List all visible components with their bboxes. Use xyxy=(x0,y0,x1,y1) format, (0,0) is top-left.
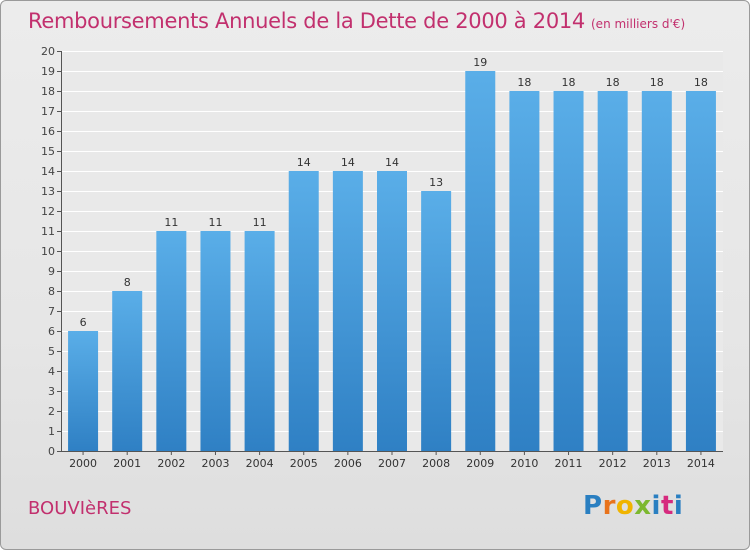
bar-value-label: 11 xyxy=(208,216,222,229)
x-tick-label: 2008 xyxy=(422,457,450,470)
chart-title: Remboursements Annuels de la Dette de 20… xyxy=(28,9,685,33)
bar-value-label: 19 xyxy=(473,56,487,69)
y-tick-label: 7 xyxy=(48,305,55,318)
logo-letter: r xyxy=(602,491,616,521)
labels: 6 8 11 11 11 14 14 14 13 19 18 18 18 18 18 xyxy=(80,56,708,329)
bar xyxy=(244,231,275,451)
bar xyxy=(421,191,452,451)
bar-value-label: 11 xyxy=(164,216,178,229)
bar xyxy=(200,231,231,451)
bar xyxy=(597,91,628,451)
y-tick-label: 5 xyxy=(48,345,55,358)
bar xyxy=(465,71,496,451)
bar-value-label: 6 xyxy=(80,316,87,329)
x-tick-label: 2007 xyxy=(378,457,406,470)
y-tick-label: 4 xyxy=(48,365,55,378)
x-tick-label: 2004 xyxy=(246,457,274,470)
proxiti-logo: Proxiti xyxy=(583,491,683,521)
bar xyxy=(685,91,716,451)
y-tick-label: 17 xyxy=(41,105,55,118)
bar xyxy=(112,291,143,451)
y-tick-label: 15 xyxy=(41,145,55,158)
logo-letter: x xyxy=(634,491,652,521)
y-tick-label: 8 xyxy=(48,285,55,298)
bar xyxy=(377,171,407,451)
y-tick-label: 20 xyxy=(41,45,55,58)
bar xyxy=(68,331,99,451)
bar-value-label: 18 xyxy=(650,76,664,89)
x-tick-label: 2006 xyxy=(334,457,362,470)
y-tick-label: 19 xyxy=(41,65,55,78)
x-tick-label: 2005 xyxy=(290,457,318,470)
y-tick-label: 18 xyxy=(41,85,55,98)
x-tick-label: 2000 xyxy=(69,457,97,470)
y-tick-label: 10 xyxy=(41,245,55,258)
title-text: Remboursements Annuels de la Dette de 20… xyxy=(28,9,585,33)
bar-value-label: 11 xyxy=(253,216,267,229)
bar xyxy=(641,91,672,451)
x-tick-label: 2009 xyxy=(466,457,494,470)
y-tick-label: 16 xyxy=(41,125,55,138)
logo-letter: o xyxy=(615,491,635,521)
y-tick-label: 12 xyxy=(41,205,55,218)
bar xyxy=(288,171,319,451)
commune-name: BOUVIèRES xyxy=(28,498,132,519)
y-tick-label: 3 xyxy=(48,385,55,398)
bar-value-label: 18 xyxy=(694,76,708,89)
bar-value-label: 13 xyxy=(429,176,443,189)
x-tick-label: 2003 xyxy=(201,457,229,470)
logo-letter: i xyxy=(673,491,684,521)
logo-letter: i xyxy=(651,491,661,521)
x-tick-label: 2002 xyxy=(157,457,185,470)
y-tick-label: 14 xyxy=(41,165,55,178)
logo-letter: P xyxy=(583,491,603,521)
chart-subtitle: (en milliers d'€) xyxy=(591,17,686,31)
bar-value-label: 14 xyxy=(341,156,355,169)
y-tick-label: 2 xyxy=(48,405,55,418)
x-tick-label: 2001 xyxy=(113,457,141,470)
bar-value-label: 18 xyxy=(606,76,620,89)
logo-letter: t xyxy=(660,491,674,521)
y-tick-label: 0 xyxy=(48,445,55,458)
bar-value-label: 14 xyxy=(297,156,311,169)
bar-value-label: 18 xyxy=(517,76,531,89)
y-tick-label: 13 xyxy=(41,185,55,198)
bar xyxy=(156,231,187,451)
bar-value-label: 18 xyxy=(562,76,576,89)
y-tick-label: 6 xyxy=(48,325,55,338)
x-tick-label: 2012 xyxy=(599,457,627,470)
y-tick-label: 9 xyxy=(48,265,55,278)
x-tick-label: 2010 xyxy=(510,457,538,470)
bar xyxy=(509,91,540,451)
bar-value-label: 14 xyxy=(385,156,399,169)
y-tick-label: 1 xyxy=(48,425,55,438)
bar-value-label: 8 xyxy=(124,276,131,289)
bar xyxy=(332,171,363,451)
bar xyxy=(553,91,584,451)
x-tick-label: 2011 xyxy=(555,457,583,470)
bars xyxy=(68,71,716,451)
x-tick-label: 2014 xyxy=(687,457,715,470)
y-tick-label: 11 xyxy=(41,225,55,238)
x-tick-label: 2013 xyxy=(643,457,671,470)
